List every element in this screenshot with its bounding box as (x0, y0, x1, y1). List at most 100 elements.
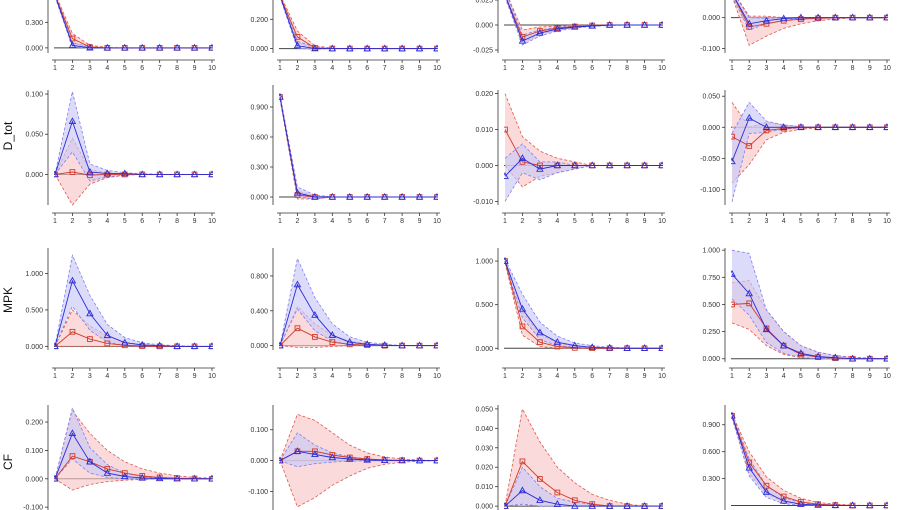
x-tick-label: 3 (88, 373, 92, 380)
blue-point (553, 500, 562, 507)
blue-point (415, 456, 424, 464)
blue-point (779, 341, 788, 349)
blue-point (311, 192, 319, 200)
red-point (87, 172, 93, 179)
blue-point (279, 341, 284, 349)
blue-line (731, 273, 887, 360)
y-tick-label: 0.000 (702, 15, 720, 22)
blue-line (731, 117, 887, 162)
y-tick-label: 0.020 (475, 465, 493, 472)
red-point (519, 458, 526, 465)
y-tick-label: 1.000 (475, 259, 493, 266)
x-tick-label: 2 (295, 373, 299, 380)
blue-point (504, 172, 509, 179)
red-band (55, 309, 212, 347)
x-tick-label: 7 (158, 373, 162, 380)
row-label-d_tot: D_tot (1, 121, 15, 150)
panel-r2-c2: 1.000 0.500 0.000 1 2 3 4 5 6 7 8 9 10 (475, 248, 666, 380)
x-tick-label: 9 (418, 373, 422, 380)
x-tick-label: 3 (764, 65, 768, 72)
panel-r1-c0: 0.100 0.050 0.000 1 2 3 4 5 6 7 8 9 10 (25, 90, 216, 225)
blue-point (553, 161, 562, 169)
blue-point (328, 453, 337, 461)
panel-r0-c1: 0.000 0.200 1 2 3 4 5 6 7 8 9 10 (250, 0, 441, 72)
x-tick-label: 1 (503, 65, 507, 72)
blue-point (883, 354, 888, 362)
x-tick-label: 7 (833, 218, 837, 225)
blue-point (121, 338, 129, 346)
blue-point (190, 43, 199, 51)
blue-band-lower (279, 98, 437, 200)
blue-band-upper (504, 466, 662, 507)
blue-point (208, 43, 213, 51)
y-tick-label: 0.750 (702, 275, 720, 282)
blue-point (731, 269, 736, 277)
y-tick-label: 0.040 (475, 426, 493, 433)
y-tick-label: 0.050 (702, 94, 720, 101)
y-tick-label: -0.100 (700, 187, 720, 194)
blue-point (831, 123, 840, 130)
y-tick-label: 0.300 (25, 20, 43, 27)
blue-point (571, 341, 579, 349)
x-tick-label: 1 (730, 65, 734, 72)
blue-point (415, 44, 424, 52)
x-tick-label: 4 (330, 373, 334, 380)
blue-point (883, 123, 888, 130)
x-tick-label: 9 (193, 218, 197, 225)
red-point (746, 24, 753, 30)
red-point (746, 143, 753, 149)
red-point (121, 470, 128, 476)
row-label-mpk: MPK (1, 287, 15, 313)
x-tick-label: 3 (764, 373, 768, 380)
blue-point (883, 501, 888, 509)
x-tick-label: 4 (782, 218, 786, 225)
blue-line (279, 283, 437, 347)
x-tick-label: 10 (433, 218, 441, 225)
blue-point (866, 123, 874, 130)
x-tick-label: 10 (433, 65, 441, 72)
y-tick-label: 0.010 (475, 484, 493, 491)
x-tick-label: 9 (643, 218, 647, 225)
y-tick-label: 0.050 (25, 132, 43, 139)
x-tick-label: 5 (799, 65, 803, 72)
blue-point (86, 167, 94, 175)
x-tick-label: 5 (799, 373, 803, 380)
y-tick-label: 0.025 (475, 0, 493, 5)
blue-point (588, 161, 596, 169)
x-tick-label: 7 (383, 65, 387, 72)
x-tick-label: 1 (278, 218, 282, 225)
x-tick-label: 1 (278, 373, 282, 380)
blue-point (380, 341, 389, 348)
panel-r0-c2: 0.025 0.000 -0.025 1 2 3 4 5 6 7 8 9 10 (473, 0, 666, 72)
x-tick-label: 4 (105, 218, 109, 225)
blue-point (363, 192, 371, 200)
blue-point (745, 463, 753, 471)
blue-point (54, 170, 59, 178)
y-tick-label: 0.000 (25, 45, 43, 52)
blue-line (504, 260, 662, 349)
x-tick-label: 9 (643, 65, 647, 72)
red-point (537, 339, 543, 346)
blue-point (779, 496, 788, 504)
panel-r1-c1: 0.900 0.600 0.300 0.000 1 2 3 4 5 6 7 8 9 10 (250, 85, 441, 225)
blue-point (103, 43, 112, 51)
red-point (537, 162, 543, 169)
blue-point (311, 450, 319, 458)
x-tick-label: 2 (70, 373, 74, 380)
blue-point (866, 501, 874, 509)
red-band-lower (279, 98, 437, 200)
red-point (589, 501, 596, 508)
red-band-upper (731, 413, 887, 506)
y-tick-label: 0.000 (475, 504, 493, 510)
x-tick-label: 7 (608, 218, 612, 225)
blue-point (762, 16, 771, 24)
x-tick-label: 9 (418, 65, 422, 72)
red-point (104, 466, 111, 472)
blue-point (779, 123, 788, 130)
blue-point (605, 501, 614, 509)
blue-point (103, 468, 112, 476)
x-tick-label: 7 (833, 65, 837, 72)
blue-point (328, 331, 337, 338)
y-tick-label: 0.300 (702, 476, 720, 483)
